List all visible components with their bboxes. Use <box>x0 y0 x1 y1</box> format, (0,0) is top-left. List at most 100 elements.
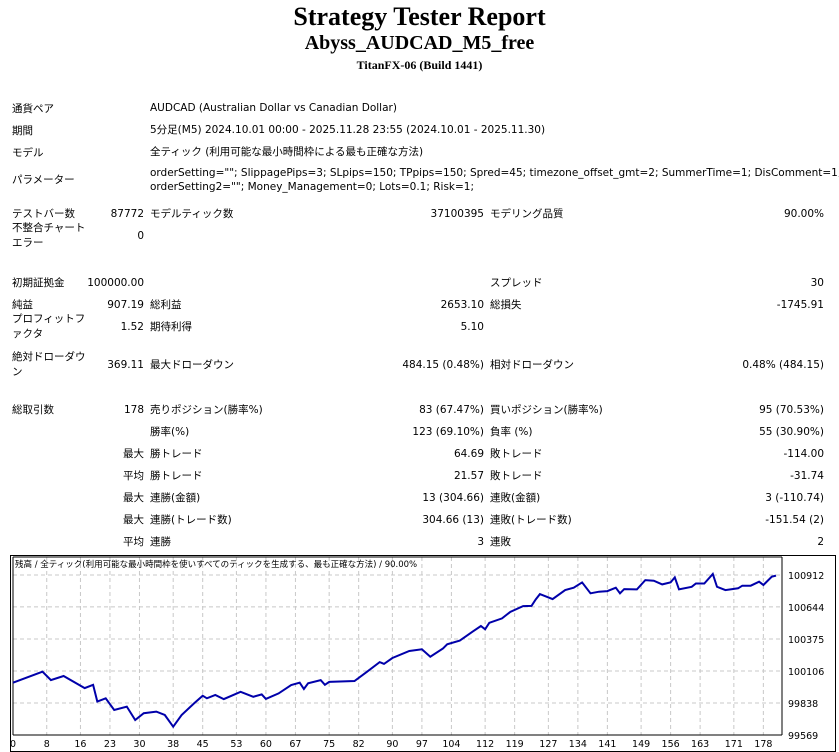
stat-value: 5.10 <box>460 321 484 333</box>
stat-value: 最大 <box>123 448 144 460</box>
stat-value: 0.48% (484.15) <box>742 359 824 371</box>
y-tick-label: 99569 <box>788 731 818 742</box>
stat-value: 100000.00 <box>87 277 144 289</box>
stat-label: 勝率(%) <box>150 426 190 438</box>
stat-value: 平均 <box>123 536 144 548</box>
x-tick-label: 60 <box>260 739 272 750</box>
info-value: 5分足(M5) 2024.10.01 00:00 - 2025.11.28 23… <box>150 124 546 136</box>
stat-label: 連勝(トレード数) <box>150 514 232 526</box>
chart-frame <box>10 555 836 752</box>
stat-value: 0 <box>137 230 144 242</box>
x-tick-label: 156 <box>662 739 680 750</box>
info-label: 通貨ペア <box>12 103 54 115</box>
x-tick-label: 171 <box>725 739 743 750</box>
x-tick-label: 178 <box>754 739 772 750</box>
stat-value: 55 (30.90%) <box>759 426 824 438</box>
stat-label: モデリング品質 <box>490 208 564 220</box>
expert-name: Abyss_AUDCAD_M5_free <box>304 32 535 54</box>
stat-value: 369.11 <box>107 359 144 371</box>
stat-label: プロフィットフ ァクタ <box>12 313 86 340</box>
stat-label: 連敗(トレード数) <box>490 514 572 526</box>
x-tick-label: 119 <box>506 739 524 750</box>
x-tick-label: 0 <box>10 739 16 750</box>
stat-label: テストバー数 <box>12 208 75 220</box>
x-tick-label: 53 <box>230 739 242 750</box>
stat-value: 3 <box>477 536 484 548</box>
stat-label: 買いポジション(勝率%) <box>490 404 603 416</box>
chart-title: 残高 / 全ティック(利用可能な最小時間枠を使いすべてのティックを生成する、最も… <box>15 559 417 570</box>
report-title: Strategy Tester Report <box>293 2 546 31</box>
stat-value: 2 <box>817 536 824 548</box>
stat-value: 484.15 (0.48%) <box>402 359 484 371</box>
y-tick-label: 100106 <box>788 667 824 678</box>
stat-label: 初期証拠金 <box>12 277 65 289</box>
balance-chart: 100912 100644 100375 100106 99838 99569 0 8 16 23… <box>10 555 836 752</box>
info-label: モデル <box>12 147 44 159</box>
stat-label: 不整合チャート エラー <box>12 222 86 249</box>
stat-value: 13 (304.66) <box>422 492 484 504</box>
x-tick-label: 45 <box>197 739 209 750</box>
y-tick-label: 100375 <box>788 635 824 646</box>
stat-value: 30 <box>810 277 824 289</box>
stat-label: 連敗(金額) <box>490 492 541 504</box>
x-tick-label: 23 <box>104 739 116 750</box>
stat-value: 最大 <box>123 492 144 504</box>
stat-value: 83 (67.47%) <box>419 404 484 416</box>
x-tick-label: 82 <box>353 739 365 750</box>
stat-value: 2653.10 <box>440 299 484 311</box>
stat-label: 純益 <box>12 299 33 311</box>
stat-label: 相対ドローダウン <box>490 359 574 371</box>
balance-line <box>12 572 777 729</box>
y-tick-label: 99838 <box>788 699 818 710</box>
info-row-model: モデル 全ティック (利用可能な最小時間枠による最も正確な方法) <box>12 145 423 160</box>
x-tick-label: 163 <box>691 739 709 750</box>
stat-value: -151.54 (2) <box>765 514 824 526</box>
x-tick-label: 67 <box>289 739 301 750</box>
info-label: 期間 <box>12 125 33 137</box>
stat-value: 1.52 <box>120 321 144 333</box>
stat-value: 37100395 <box>430 208 484 220</box>
stat-value: -1745.91 <box>776 299 824 311</box>
stat-value: 95 (70.53%) <box>759 404 824 416</box>
stat-label: 勝トレード <box>150 470 203 482</box>
stat-value: 90.00% <box>783 208 824 220</box>
stat-value: 64.69 <box>453 448 484 460</box>
stat-label: 総取引数 <box>12 404 54 416</box>
stat-label: スプレッド <box>490 277 543 289</box>
stat-label: 敗トレード <box>490 448 543 460</box>
stat-value: -31.74 <box>790 470 824 482</box>
stat-label: 連勝 <box>150 536 171 548</box>
x-tick-label: 75 <box>323 739 335 750</box>
x-tick-label: 97 <box>416 739 428 750</box>
y-tick-label: 100912 <box>788 571 824 582</box>
info-value-2: orderSetting2=""; Money_Management=0; Lo… <box>150 181 475 193</box>
y-tick-label: 100644 <box>788 603 824 614</box>
stat-value: 3 (-110.74) <box>765 492 824 504</box>
stat-label: 勝トレード <box>150 448 203 460</box>
server-build: TitanFX-06 (Build 1441) <box>356 58 483 72</box>
x-tick-label: 149 <box>632 739 650 750</box>
info-row-parameters: パラメーター orderSetting=""; SlippagePips=3; … <box>12 167 839 193</box>
x-tick-label: 16 <box>74 739 86 750</box>
stat-value: 304.66 (13) <box>422 514 484 526</box>
stat-value: 87772 <box>110 208 144 220</box>
stat-label: 敗トレード <box>490 470 543 482</box>
stat-label: 売りポジション(勝率%) <box>150 404 263 416</box>
x-tick-label: 134 <box>569 739 587 750</box>
info-label: パラメーター <box>12 174 75 186</box>
info-row-symbol: 通貨ペア AUDCAD (Australian Dollar vs Canadia… <box>12 101 397 116</box>
stat-value: 最大 <box>123 514 144 526</box>
info-row-period: 期間 5分足(M5) 2024.10.01 00:00 - 2025.11.28 … <box>12 123 545 138</box>
stat-label: モデルティック数 <box>150 208 234 220</box>
x-tick-label: 127 <box>539 739 557 750</box>
x-tick-label: 8 <box>44 739 50 750</box>
x-tick-label: 141 <box>598 739 616 750</box>
info-value: orderSetting=""; SlippagePips=3; SLpips=… <box>150 167 839 179</box>
x-tick-label: 90 <box>386 739 398 750</box>
stat-label: 総損失 <box>490 299 522 311</box>
stat-label: 連敗 <box>490 536 511 548</box>
x-tick-label: 30 <box>133 739 145 750</box>
stat-value: 21.57 <box>453 470 484 482</box>
x-tick-label: 104 <box>442 739 460 750</box>
info-value: 全ティック (利用可能な最小時間枠による最も正確な方法) <box>150 146 424 158</box>
